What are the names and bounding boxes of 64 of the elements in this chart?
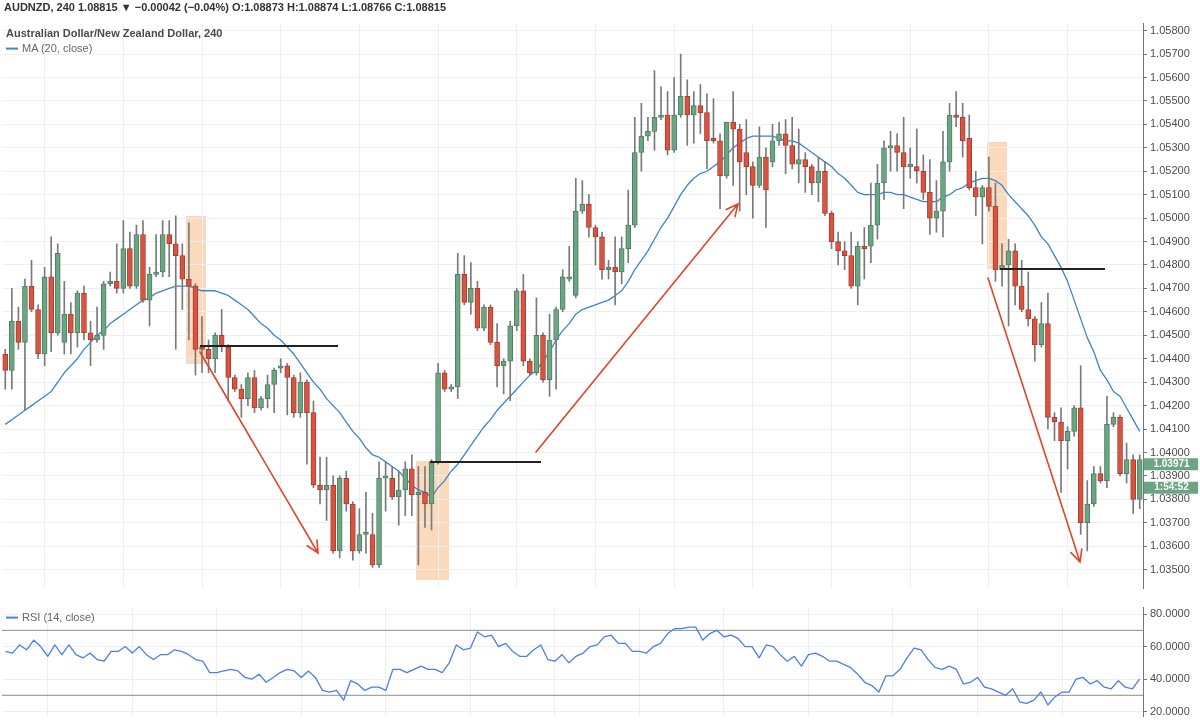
candlestick xyxy=(1025,271,1032,327)
candlestick xyxy=(795,128,802,184)
y-tick-label: 20.0000 xyxy=(1150,704,1190,717)
candlestick xyxy=(907,147,914,179)
y-tick-label: 1.04800 xyxy=(1150,258,1190,271)
candlestick xyxy=(94,306,100,343)
y-tick-label: 1.05500 xyxy=(1150,93,1190,106)
y-tick-label: 1.03600 xyxy=(1150,539,1190,552)
candlestick xyxy=(972,170,979,217)
y-tick-label: 1.04600 xyxy=(1150,304,1190,317)
y-tick-label: 60.0000 xyxy=(1150,639,1190,652)
candlestick xyxy=(690,91,697,144)
candlestick xyxy=(186,222,192,341)
chart-subtitle: AUDNZD, 240 1.08815 ▼ −0.00042 (−0.04%) O:1.08873 H:1.08874 L:1.08766 C:1.08815 xyxy=(3,0,447,14)
candlestick xyxy=(894,133,900,172)
candlestick xyxy=(645,117,651,142)
candlestick xyxy=(317,456,323,505)
text: 1.03971 xyxy=(1153,457,1191,469)
candlestick xyxy=(1058,407,1064,493)
candlestick xyxy=(199,316,205,374)
candlestick xyxy=(107,271,114,287)
chart-title: Australian Dollar/New Zealand Dollar, 240 xyxy=(6,26,223,39)
y-tick-label: 1.03800 xyxy=(1150,492,1190,505)
candlestick xyxy=(612,236,618,306)
text: 1:54:52 xyxy=(1154,481,1190,493)
candlestick xyxy=(277,358,284,374)
y-tick-label: 40.0000 xyxy=(1150,672,1190,685)
y-tick-label: 1.05000 xyxy=(1150,211,1190,224)
y-tick-label: 1.04900 xyxy=(1150,234,1190,247)
candlestick xyxy=(802,152,809,193)
y-tick-label: 1.04700 xyxy=(1150,281,1190,294)
candlestick xyxy=(284,363,291,416)
candlestick xyxy=(861,227,868,280)
candlestick xyxy=(172,215,179,350)
y-tick-label: 1.05200 xyxy=(1150,164,1190,177)
legend-label: MA (20, close) xyxy=(22,41,93,54)
y-tick-label: 1.05600 xyxy=(1150,70,1190,83)
candlestick xyxy=(953,91,959,128)
y-tick-label: 1.05800 xyxy=(1150,23,1190,36)
y-tick-label: 1.05100 xyxy=(1150,187,1190,200)
y-tick-label: 1.04000 xyxy=(1150,445,1190,458)
y-tick-label: 1.04400 xyxy=(1150,351,1190,364)
candlestick xyxy=(395,470,402,526)
y-tick-label: 1.03500 xyxy=(1150,562,1190,575)
y-tick-label: 1.04200 xyxy=(1150,398,1190,411)
candlestick xyxy=(363,491,369,554)
y-tick-label: 1.05700 xyxy=(1150,47,1190,60)
y-tick-label: 1.05300 xyxy=(1150,140,1190,153)
legend-label: RSI (14, close) xyxy=(22,610,95,623)
y-tick-label: 1.03900 xyxy=(1150,468,1190,481)
candlestick xyxy=(730,91,736,186)
candlestick xyxy=(743,119,750,196)
candlestick xyxy=(658,86,664,121)
candlestick xyxy=(113,243,120,294)
y-tick-label: 1.04300 xyxy=(1150,375,1190,388)
y-tick-label: 1.03700 xyxy=(1150,515,1190,528)
candlestick xyxy=(913,128,920,184)
candlestick xyxy=(166,220,173,278)
y-tick-label: 1.04100 xyxy=(1150,422,1190,435)
y-tick-label: 1.04500 xyxy=(1150,328,1190,341)
candlestick xyxy=(422,466,428,528)
candlestick xyxy=(153,234,159,278)
y-tick-label: 80.0000 xyxy=(1150,607,1190,620)
y-tick-label: 1.05400 xyxy=(1150,117,1190,130)
